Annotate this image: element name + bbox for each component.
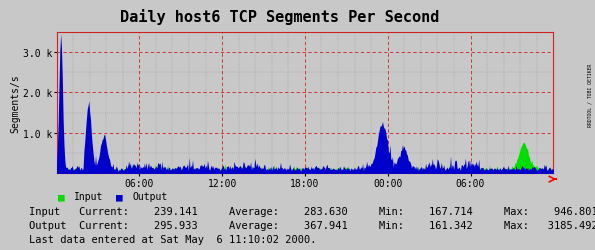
Text: Input   Current:    239.141     Average:    283.630     Min:    167.714     Max:: Input Current: 239.141 Average: 283.630 … (29, 206, 595, 216)
Text: Output: Output (133, 191, 168, 201)
Text: ■: ■ (116, 191, 123, 201)
Text: Output  Current:    295.933     Average:    367.941     Min:    161.342     Max:: Output Current: 295.933 Average: 367.941… (29, 220, 595, 230)
Text: Input: Input (74, 191, 104, 201)
Y-axis label: Segments/s: Segments/s (10, 74, 20, 132)
Text: ■: ■ (58, 191, 64, 201)
Text: RRDTOOL / TOBI OETIKER: RRDTOOL / TOBI OETIKER (587, 64, 592, 126)
Text: Daily host6 TCP Segments Per Second: Daily host6 TCP Segments Per Second (120, 9, 439, 25)
Text: Last data entered at Sat May  6 11:10:02 2000.: Last data entered at Sat May 6 11:10:02 … (29, 234, 316, 244)
